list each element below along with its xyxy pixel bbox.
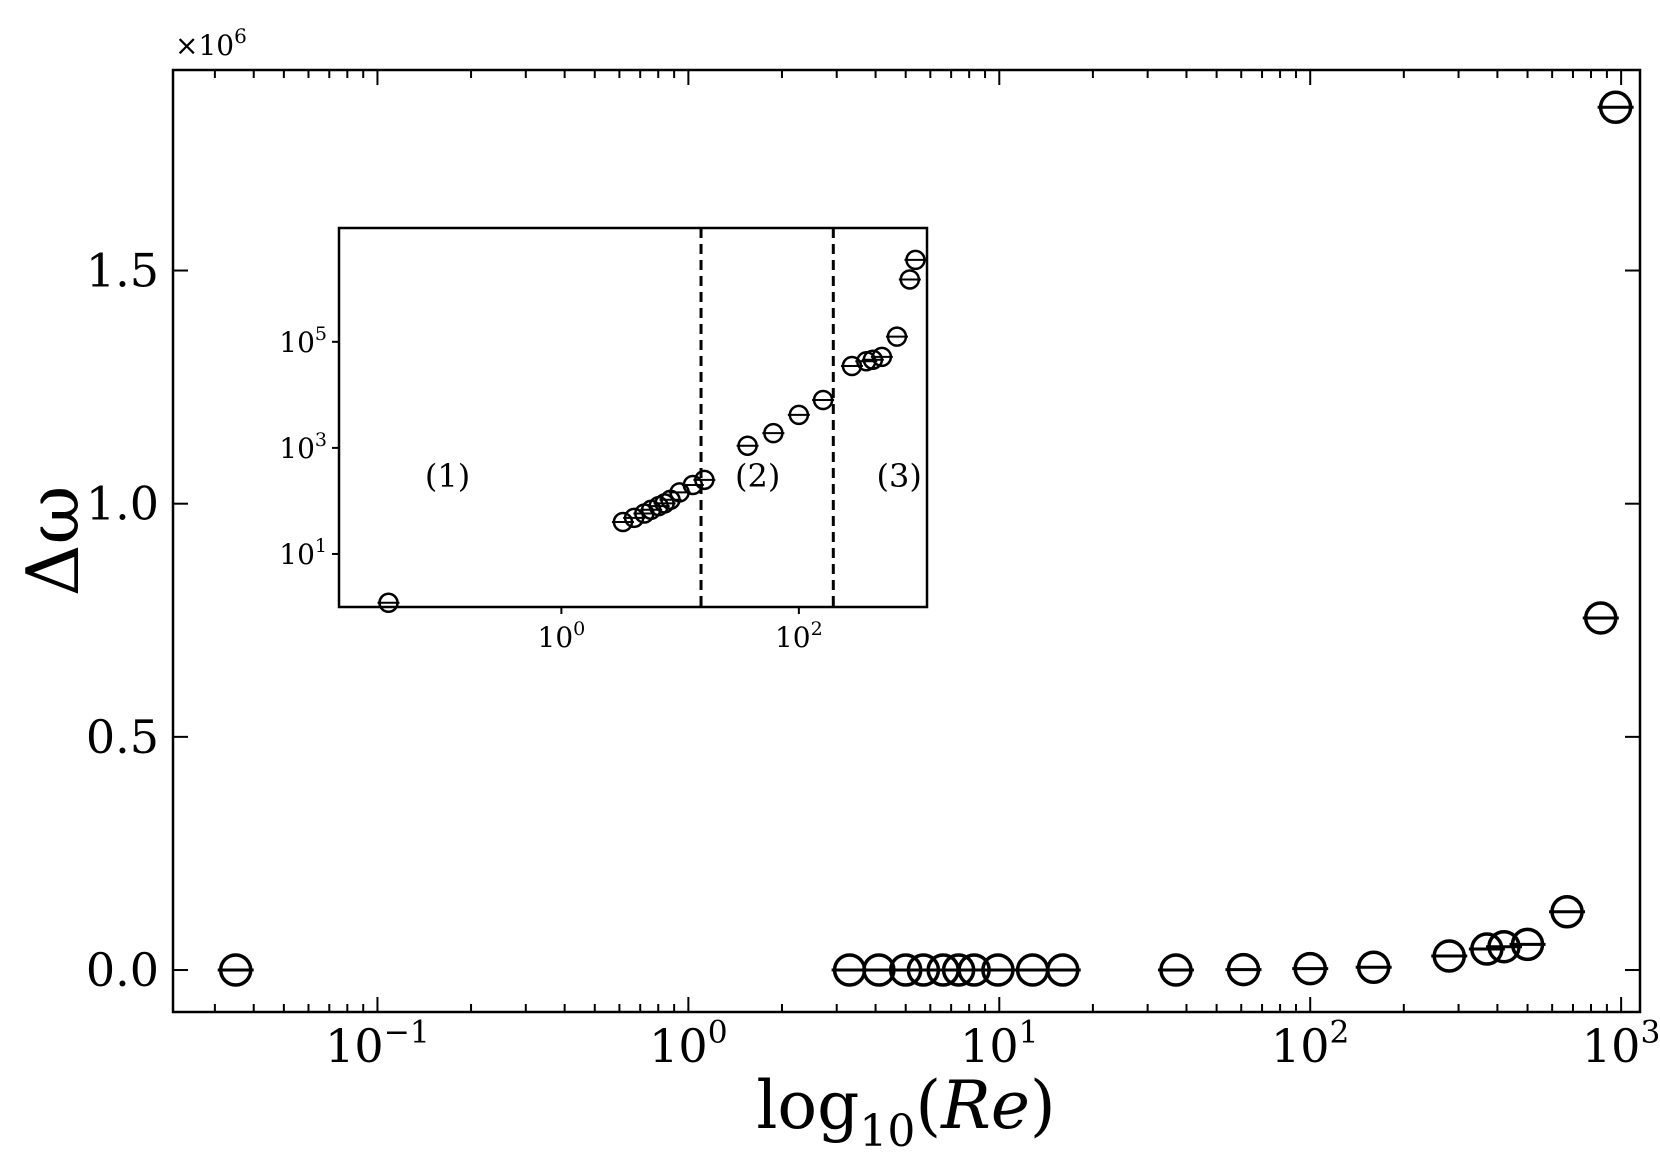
y-tick-label: 1.0 (86, 477, 159, 531)
inset-tick-labels: 100 102 101 103 105 (279, 323, 822, 654)
data-marker (1226, 952, 1261, 987)
inset-x-tick-label: 102 (775, 618, 823, 654)
inset-region-labels: (1) (2) (3) (425, 457, 922, 495)
inset-data-marker (788, 404, 810, 426)
inset-data-point (377, 592, 400, 614)
region-label: (1) (425, 457, 470, 495)
data-point (1485, 929, 1522, 964)
data-marker (1510, 927, 1545, 962)
data-point (1549, 894, 1586, 929)
y-axis-label: Δω (11, 486, 95, 597)
inset-data-marker (812, 389, 834, 411)
inset-data-point (787, 404, 810, 426)
inset-data-point (885, 326, 908, 347)
inset-data-marker (623, 507, 645, 529)
inset-data-point (898, 269, 921, 290)
region-label: (3) (877, 457, 922, 495)
inset-data-marker (899, 269, 921, 290)
data-marker (218, 953, 253, 987)
data-point (1582, 601, 1619, 635)
inset-data-point (611, 511, 634, 533)
inset-frame (337, 226, 929, 609)
y-tick-label: 1.5 (86, 244, 159, 298)
inset-data-point (623, 507, 646, 529)
data-marker (1584, 601, 1618, 635)
inset-data-marker (841, 355, 863, 377)
x-tick-label: 102 (1271, 1015, 1349, 1073)
data-point (1468, 932, 1505, 966)
main-minor-ticks (213, 70, 1608, 1012)
inset-y-tick-label: 103 (279, 429, 327, 465)
data-point (979, 953, 1016, 987)
inset-data-marker (694, 469, 715, 491)
data-point (1431, 939, 1468, 973)
inset-y-tick-label: 105 (279, 323, 327, 359)
inset-data-point (681, 474, 704, 496)
inset-data-marker (737, 435, 758, 456)
y-tick-label: 0.5 (86, 710, 159, 764)
data-point (1157, 953, 1194, 987)
data-point (1225, 952, 1262, 987)
inset-data-point (812, 389, 835, 411)
y-tick-label: 0.0 (86, 943, 159, 997)
inset-data-marker (862, 349, 884, 370)
x-tick-label: 103 (1582, 1015, 1660, 1073)
x-tick-label: 101 (960, 1015, 1038, 1073)
inset-points (377, 249, 927, 614)
inset-y-tick-label: 101 (279, 535, 327, 571)
data-point (1355, 950, 1392, 984)
inset-data-marker (612, 511, 634, 533)
data-marker (1432, 939, 1466, 973)
data-point (1597, 90, 1634, 125)
data-marker (981, 953, 1015, 987)
inset-x-tick-label: 100 (538, 618, 586, 654)
x-tick-label: 10−1 (325, 1015, 430, 1073)
y-multiplier: ×106 (175, 24, 247, 62)
data-point (1044, 953, 1081, 987)
data-point (217, 953, 254, 987)
data-marker (1293, 951, 1327, 986)
data-point (1509, 927, 1546, 962)
inset-data-marker (886, 326, 908, 347)
inset-background (339, 228, 927, 607)
data-marker (1159, 953, 1193, 987)
inset-data-point (870, 346, 893, 368)
x-tick-label: 100 (649, 1015, 727, 1073)
region-label: (2) (735, 457, 780, 495)
inset-data-point (693, 469, 716, 491)
inset-data-marker (871, 346, 893, 368)
data-marker (1470, 932, 1504, 966)
main-points (217, 90, 1634, 987)
data-marker (1046, 953, 1080, 987)
inset-data-marker (905, 249, 926, 271)
data-marker (1356, 950, 1391, 984)
data-marker (1550, 894, 1584, 929)
inset-data-point (762, 422, 785, 444)
inset-data-marker (378, 592, 399, 614)
main-major-ticks (173, 70, 1640, 1012)
inset-plot: 100 102 101 103 105 (1) (2) (3) (279, 226, 929, 654)
main-tick-labels: 10−1 100 101 102 103 0.0 0.5 1.0 1.5 (86, 244, 1660, 1073)
inset-data-marker (682, 474, 704, 496)
x-axis-label: log10(Re) (756, 1067, 1055, 1157)
inset-data-marker (763, 422, 784, 444)
data-marker (1598, 90, 1633, 125)
inset-data-point (736, 435, 759, 456)
data-point (1292, 951, 1329, 986)
inset-data-point (904, 249, 927, 271)
main-plot: 10−1 100 101 102 103 0.0 0.5 1.0 1.5 ×106 Δω log… (11, 24, 1660, 1157)
data-marker (1487, 929, 1521, 964)
